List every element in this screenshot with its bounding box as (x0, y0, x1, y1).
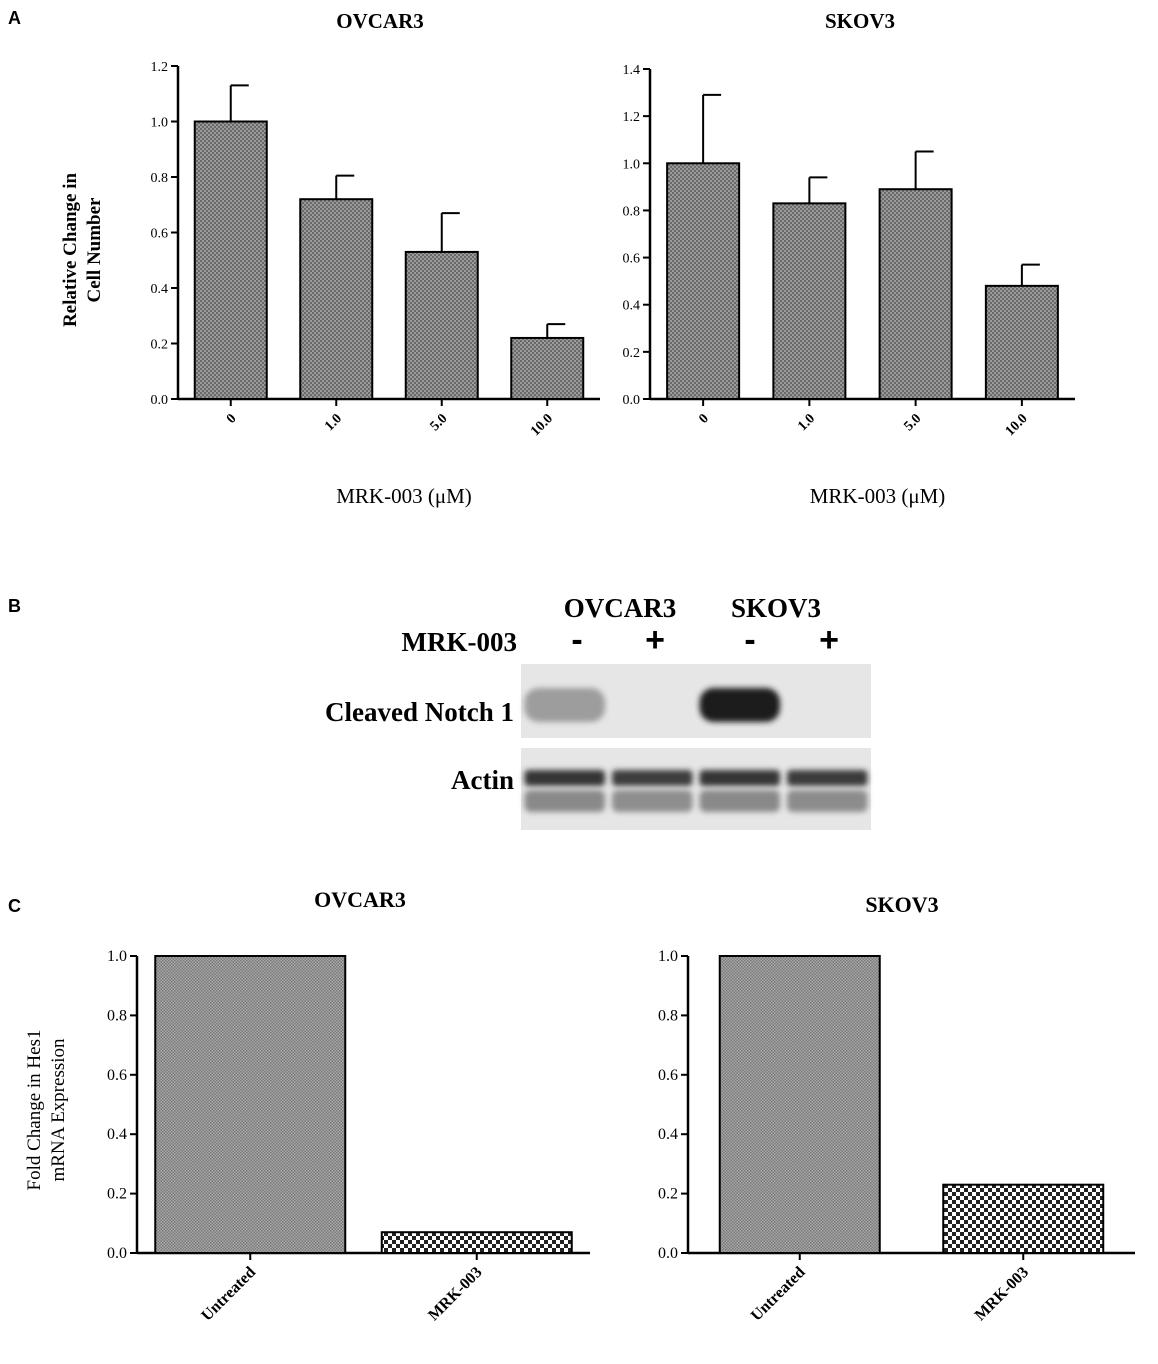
blot-treatment-sign: + (819, 621, 839, 659)
y-axis-label: Fold Change in Hes1 mRNA Expression (24, 1030, 69, 1191)
bar (510, 336, 585, 401)
y-tick-label: 0.8 (623, 204, 641, 219)
bar (404, 250, 479, 400)
y-tick-label: 1.2 (623, 110, 641, 125)
y-tick-label: 0.0 (658, 1245, 678, 1262)
blot-band-lower (787, 790, 868, 812)
x-tick-label: 10.0 (528, 411, 556, 439)
x-axis-label: MRK-003 (μM) (336, 484, 472, 508)
blot-treatment-sign: + (645, 621, 665, 659)
x-axis-label: MRK-003 (μM) (810, 484, 946, 508)
y-tick-label: 1.0 (623, 157, 641, 172)
blot-treatment-sign: - (744, 621, 755, 659)
blot-band (524, 688, 605, 722)
bar (942, 1183, 1105, 1254)
blot-band-lower (524, 790, 605, 812)
panel-letter-b: B (8, 596, 21, 616)
bar (154, 955, 347, 1254)
blot-band (699, 770, 780, 786)
y-tick-label: 0.2 (107, 1186, 127, 1203)
x-tick-label: Untreated (748, 1264, 809, 1325)
chart-c-skov3: SKOV3 0.0 0.2 0.4 0.6 0.8 1.0 Untreated MRK-003 (658, 892, 1135, 1325)
x-tick-label: 0 (696, 411, 712, 427)
y-tick-label: 1.2 (151, 60, 169, 75)
y-tick-label: 0.6 (658, 1067, 678, 1084)
blot-band (612, 770, 693, 786)
y-tick-label: 0.2 (151, 338, 169, 353)
chart-title: OVCAR3 (314, 887, 406, 912)
y-tick-label: 0.6 (107, 1067, 127, 1084)
blot-membrane (521, 748, 871, 830)
blot-cell-line-label: OVCAR3 (564, 593, 677, 623)
y-tick-label: 1.4 (623, 63, 641, 78)
y-tick-label: 0.4 (658, 1126, 678, 1143)
y-tick-label: 0.4 (623, 299, 641, 314)
bar (878, 188, 953, 400)
y-tick-label: 0.8 (658, 1007, 678, 1024)
y-tick-label: 0.4 (107, 1126, 127, 1143)
chart-c-ovcar3: OVCAR3 0.0 0.2 0.4 0.6 0.8 1.0 Untreated MRK-003… (24, 887, 590, 1325)
x-tick-label: Untreated (198, 1264, 259, 1325)
chart-a-ovcar3: OVCAR3 0.0 0.2 0.4 0.6 0.8 1.0 1.2 0 1.0 5.0 10.0 MR… (60, 9, 600, 508)
chart-a-skov3: SKOV3 0.0 0.2 0.4 0.6 0.8 1.0 1.2 1.4 0 1.0 5.0 10.0… (623, 9, 1075, 508)
bar (299, 198, 374, 400)
y-tick-label: 0.8 (151, 171, 169, 186)
y-tick-label: 1.0 (151, 116, 169, 131)
bar (718, 955, 881, 1254)
western-blot: OVCAR3 SKOV3 MRK-003 - + - + Cleaved Notch 1 Act… (325, 593, 871, 830)
bar (380, 1231, 573, 1254)
y-tick-label: 1.0 (107, 948, 127, 965)
y-tick-label: 0.4 (151, 282, 169, 297)
x-tick-label: 0 (224, 411, 240, 427)
y-tick-label: 0.6 (151, 227, 169, 242)
y-tick-label: 1.0 (658, 948, 678, 965)
y-tick-label: 0.0 (151, 393, 169, 408)
x-tick-label: MRK-003 (425, 1264, 485, 1324)
bar (666, 162, 741, 400)
panel-letter-c: C (8, 896, 21, 916)
y-tick-label: 0.2 (623, 346, 641, 361)
blot-row-label: Cleaved Notch 1 (325, 697, 514, 727)
x-tick-label: 10.0 (1003, 411, 1031, 439)
blot-band (787, 770, 868, 786)
bar (193, 120, 268, 400)
y-tick-label: 0.6 (623, 252, 641, 267)
x-tick-label: 1.0 (322, 411, 345, 434)
chart-title: SKOV3 (825, 9, 895, 33)
blot-band (699, 688, 780, 722)
chart-title: OVCAR3 (336, 9, 424, 33)
x-tick-label: 5.0 (428, 411, 451, 434)
x-tick-label: 1.0 (795, 411, 818, 434)
x-tick-label: 5.0 (901, 411, 924, 434)
y-tick-label: 0.2 (658, 1186, 678, 1203)
blot-band-lower (612, 790, 693, 812)
chart-title: SKOV3 (865, 892, 938, 917)
panel-letter-a: A (8, 8, 21, 28)
y-tick-label: 0.0 (107, 1245, 127, 1262)
blot-band-lower (699, 790, 780, 812)
blot-treatment-label: MRK-003 (402, 627, 517, 657)
blot-cell-line-label: SKOV3 (731, 593, 821, 623)
y-axis-label: Relative Change in Cell Number (60, 173, 105, 328)
bar (984, 284, 1059, 401)
y-tick-label: 0.8 (107, 1007, 127, 1024)
blot-band (524, 770, 605, 786)
blot-row-label: Actin (451, 765, 514, 795)
bar (772, 202, 847, 400)
x-tick-label: MRK-003 (972, 1264, 1032, 1324)
y-tick-label: 0.0 (623, 393, 641, 408)
blot-treatment-sign: - (571, 621, 582, 659)
